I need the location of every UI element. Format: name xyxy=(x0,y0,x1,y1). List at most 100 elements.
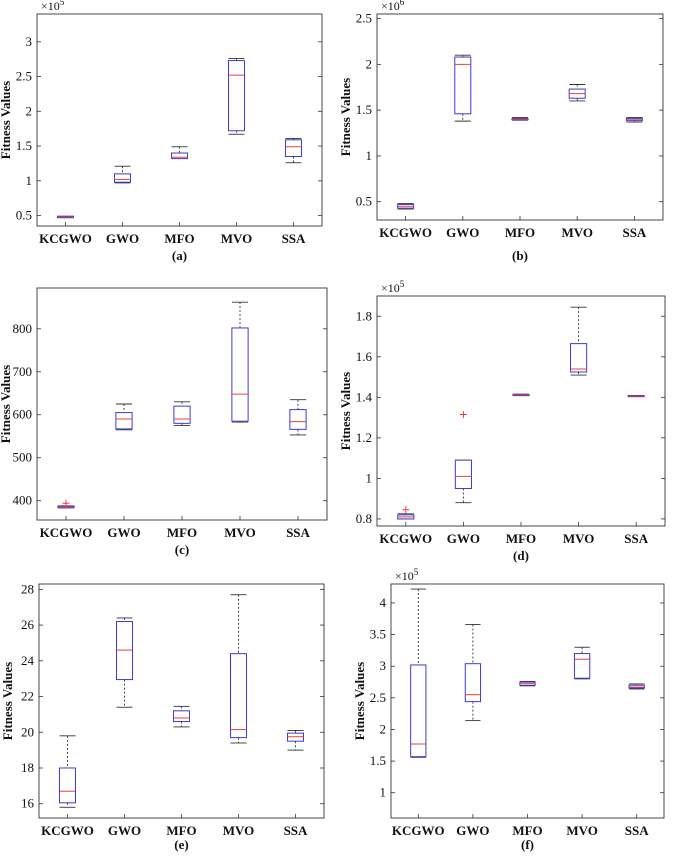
iqr-box xyxy=(171,152,188,160)
y-tick-label: 500 xyxy=(13,450,33,465)
y-tick-label: 1 xyxy=(380,785,387,800)
y-tick-label: 3.5 xyxy=(370,627,386,642)
box-mfo xyxy=(173,401,191,426)
axis-exponent: ×105 xyxy=(395,567,419,583)
box-ssa xyxy=(627,395,645,398)
x-category-label: GWO xyxy=(447,531,480,546)
x-category-label: GWO xyxy=(456,823,489,838)
x-category-label: SSA xyxy=(624,531,648,546)
panel-d: 0.8 1 1.2 1.4 1.6 1.8 ×105 Fitness Values KCGWO G… xyxy=(338,279,666,563)
iqr-box xyxy=(573,653,591,679)
plot-frame xyxy=(38,583,325,819)
iqr-box xyxy=(464,663,482,703)
x-category-label: GWO xyxy=(106,231,139,246)
y-axis-label: Fitness Values xyxy=(338,78,353,156)
y-tick-label: 26 xyxy=(21,617,35,632)
iqr-box xyxy=(289,409,307,430)
iqr-box xyxy=(231,327,249,422)
x-category-label: KCGWO xyxy=(41,823,94,838)
y-tick-label: 1.2 xyxy=(356,430,372,445)
box-mfo xyxy=(511,117,529,121)
y-tick-label: 700 xyxy=(13,364,33,379)
box-mfo xyxy=(519,680,536,687)
y-tick-label: 800 xyxy=(13,321,33,336)
iqr-box xyxy=(228,60,245,132)
y-tick-label: 3 xyxy=(26,34,33,49)
y-axis-label: Fitness Values xyxy=(352,662,367,740)
y-tick-label: 28 xyxy=(21,581,34,596)
box-mfo xyxy=(512,393,530,397)
plot-frame xyxy=(390,583,665,819)
y-tick-label: 1.5 xyxy=(16,138,32,153)
outlier-marker xyxy=(459,411,467,419)
plot-frame xyxy=(376,295,666,527)
panel-caption: (f) xyxy=(521,837,534,852)
x-category-label: SSA xyxy=(625,823,649,838)
y-axis-label: Fitness Values xyxy=(0,365,13,443)
y-tick-label: 2.5 xyxy=(370,690,386,705)
x-category-label: KCGWO xyxy=(379,531,432,546)
panel-f: 1 1.5 2 2.5 3 3.5 4 ×105 Fitness Values KCGWO GWO M… xyxy=(352,567,665,852)
x-category-label: MFO xyxy=(164,231,194,246)
axis-exponent: ×106 xyxy=(381,0,405,13)
y-tick-label: 24 xyxy=(21,653,35,668)
x-category-label: MVO xyxy=(221,231,253,246)
x-category-label: MVO xyxy=(224,525,256,540)
iqr-box xyxy=(454,459,472,490)
iqr-box xyxy=(114,173,131,183)
box-kcgwo xyxy=(57,499,75,509)
box-ssa xyxy=(628,683,645,690)
y-tick-label: 1 xyxy=(366,148,373,163)
y-tick-label: 1 xyxy=(26,173,33,188)
outlier-marker xyxy=(402,506,410,514)
x-category-label: SSA xyxy=(622,225,646,240)
box-mvo xyxy=(568,84,586,102)
box-kcgwo xyxy=(57,215,74,219)
y-tick-label: 2.5 xyxy=(356,11,372,26)
x-category-label: MFO xyxy=(167,525,197,540)
x-category-label: MFO xyxy=(512,823,542,838)
iqr-box xyxy=(115,412,133,430)
x-category-label: MFO xyxy=(166,823,196,838)
box-ssa xyxy=(289,399,307,436)
panel-b: 0.5 1 1.5 2 2.5 ×106 Fitness Values KCGWO GWO MFO… xyxy=(338,0,664,263)
x-category-label: SSA xyxy=(286,525,310,540)
x-category-label: GWO xyxy=(107,525,140,540)
iqr-box xyxy=(454,56,472,115)
y-tick-label: 1.5 xyxy=(356,102,372,117)
plot-frame xyxy=(376,13,664,221)
box-mvo xyxy=(231,301,249,423)
box-kcgwo xyxy=(397,506,415,520)
x-category-label: KCGWO xyxy=(39,231,92,246)
y-tick-label: 3 xyxy=(380,658,387,673)
y-tick-label: 1 xyxy=(366,470,373,485)
x-category-label: MFO xyxy=(505,225,535,240)
iqr-box xyxy=(59,767,76,804)
box-mvo xyxy=(230,594,247,744)
y-tick-label: 0.8 xyxy=(356,511,372,526)
y-tick-label: 18 xyxy=(21,760,34,775)
x-category-label: KCGWO xyxy=(40,525,93,540)
y-tick-label: 1.8 xyxy=(356,308,372,323)
y-axis-label: Fitness Values xyxy=(0,662,15,740)
iqr-box xyxy=(285,139,302,157)
outlier-marker xyxy=(62,499,70,507)
y-tick-label: 1.6 xyxy=(356,349,373,364)
y-tick-label: 600 xyxy=(13,407,33,422)
axis-exponent: ×105 xyxy=(381,279,405,295)
panel-caption: (b) xyxy=(512,248,528,263)
box-gwo xyxy=(454,54,472,122)
x-category-label: KCGWO xyxy=(392,823,445,838)
iqr-box xyxy=(570,343,588,373)
box-kcgwo xyxy=(59,735,76,808)
y-tick-label: 4 xyxy=(380,595,387,610)
plot-frame xyxy=(36,13,323,227)
y-tick-label: 16 xyxy=(21,796,35,811)
axis-exponent: ×105 xyxy=(41,0,65,13)
x-category-label: MVO xyxy=(223,823,255,838)
box-mfo xyxy=(171,146,188,160)
x-category-label: MVO xyxy=(563,531,595,546)
plot-frame xyxy=(36,287,328,521)
box-gwo xyxy=(454,411,472,504)
